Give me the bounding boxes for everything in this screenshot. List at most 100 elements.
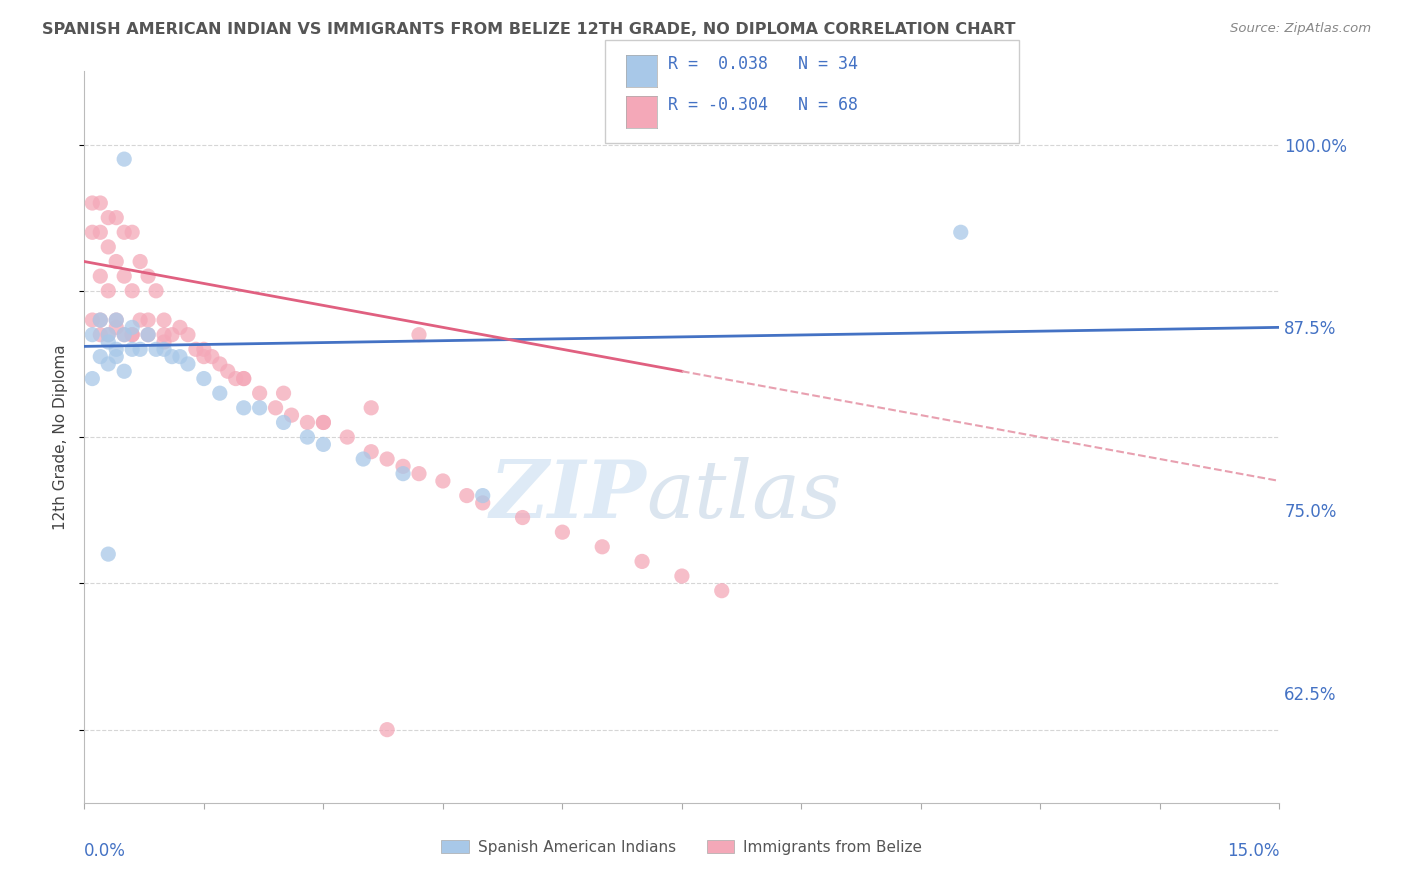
Point (89, 225, 111, 239)
Point (232, 371, 254, 385)
Point (249, 401, 271, 415)
Text: R =  0.038   N = 34: R = 0.038 N = 34 (668, 55, 858, 73)
Point (273, 386, 295, 401)
Point (89, 196, 111, 211)
Point (121, 284, 143, 298)
Point (136, 327, 159, 342)
Point (136, 313, 159, 327)
Point (208, 357, 231, 371)
Point (153, 334, 176, 349)
Point (336, 430, 359, 444)
Point (105, 211, 128, 225)
Point (160, 327, 183, 342)
Point (89, 327, 111, 342)
Point (153, 343, 176, 357)
Point (193, 350, 215, 364)
Point (97, 334, 120, 349)
Point (82, 225, 104, 239)
Point (375, 723, 398, 737)
Point (512, 510, 534, 524)
Point (97, 240, 120, 254)
Text: R = -0.304   N = 68: R = -0.304 N = 68 (668, 96, 858, 114)
Point (112, 327, 135, 342)
Point (408, 467, 430, 481)
Point (105, 254, 128, 268)
Point (264, 401, 287, 415)
Point (82, 313, 104, 327)
Point (89, 313, 111, 327)
Point (145, 284, 167, 298)
Point (471, 489, 494, 503)
Point (121, 343, 143, 357)
Point (631, 554, 654, 568)
Point (112, 152, 135, 166)
Point (208, 386, 231, 401)
Point (121, 225, 143, 239)
Point (392, 467, 415, 481)
Text: Source: ZipAtlas.com: Source: ZipAtlas.com (1230, 22, 1371, 36)
Point (153, 313, 176, 327)
Point (471, 496, 494, 510)
Point (280, 408, 302, 422)
Point (121, 320, 143, 334)
Point (105, 313, 128, 327)
Point (177, 327, 200, 342)
Point (112, 364, 135, 378)
Point (217, 364, 239, 378)
Point (105, 350, 128, 364)
Point (312, 416, 335, 430)
Text: 0.0%: 0.0% (84, 842, 127, 860)
Point (360, 401, 382, 415)
Point (136, 327, 159, 342)
Point (193, 371, 215, 385)
Point (153, 327, 176, 342)
Point (225, 371, 247, 385)
Point (82, 327, 104, 342)
Point (129, 313, 152, 327)
Point (949, 225, 972, 239)
Point (249, 386, 271, 401)
Point (129, 254, 152, 268)
Point (193, 343, 215, 357)
Point (392, 459, 415, 474)
Point (89, 350, 111, 364)
Point (551, 525, 574, 540)
Point (312, 416, 335, 430)
Point (671, 569, 693, 583)
Point (169, 350, 191, 364)
Point (201, 350, 224, 364)
Point (432, 474, 454, 488)
Text: atlas: atlas (647, 457, 841, 534)
Point (591, 540, 613, 554)
Point (121, 327, 143, 342)
Point (105, 343, 128, 357)
Point (112, 327, 135, 342)
Point (169, 320, 191, 334)
Point (160, 350, 183, 364)
Point (121, 327, 143, 342)
Y-axis label: 12th Grade, No Diploma: 12th Grade, No Diploma (53, 344, 69, 530)
Point (232, 401, 254, 415)
Point (112, 269, 135, 284)
Point (89, 313, 111, 327)
Point (97, 327, 120, 342)
Text: SPANISH AMERICAN INDIAN VS IMMIGRANTS FROM BELIZE 12TH GRADE, NO DIPLOMA CORRELA: SPANISH AMERICAN INDIAN VS IMMIGRANTS FR… (42, 22, 1015, 37)
Point (136, 269, 159, 284)
Point (105, 320, 128, 334)
Point (105, 313, 128, 327)
Point (352, 452, 374, 467)
Point (312, 437, 335, 451)
Point (112, 225, 135, 239)
Legend: Spanish American Indians, Immigrants from Belize: Spanish American Indians, Immigrants fro… (436, 834, 928, 861)
Point (89, 269, 111, 284)
Text: ZIP: ZIP (489, 457, 647, 534)
Point (456, 489, 478, 503)
Point (82, 196, 104, 211)
Point (177, 357, 200, 371)
Point (97, 327, 120, 342)
Point (297, 430, 319, 444)
Text: 15.0%: 15.0% (1227, 842, 1279, 860)
Point (97, 357, 120, 371)
Point (129, 343, 152, 357)
Point (97, 211, 120, 225)
